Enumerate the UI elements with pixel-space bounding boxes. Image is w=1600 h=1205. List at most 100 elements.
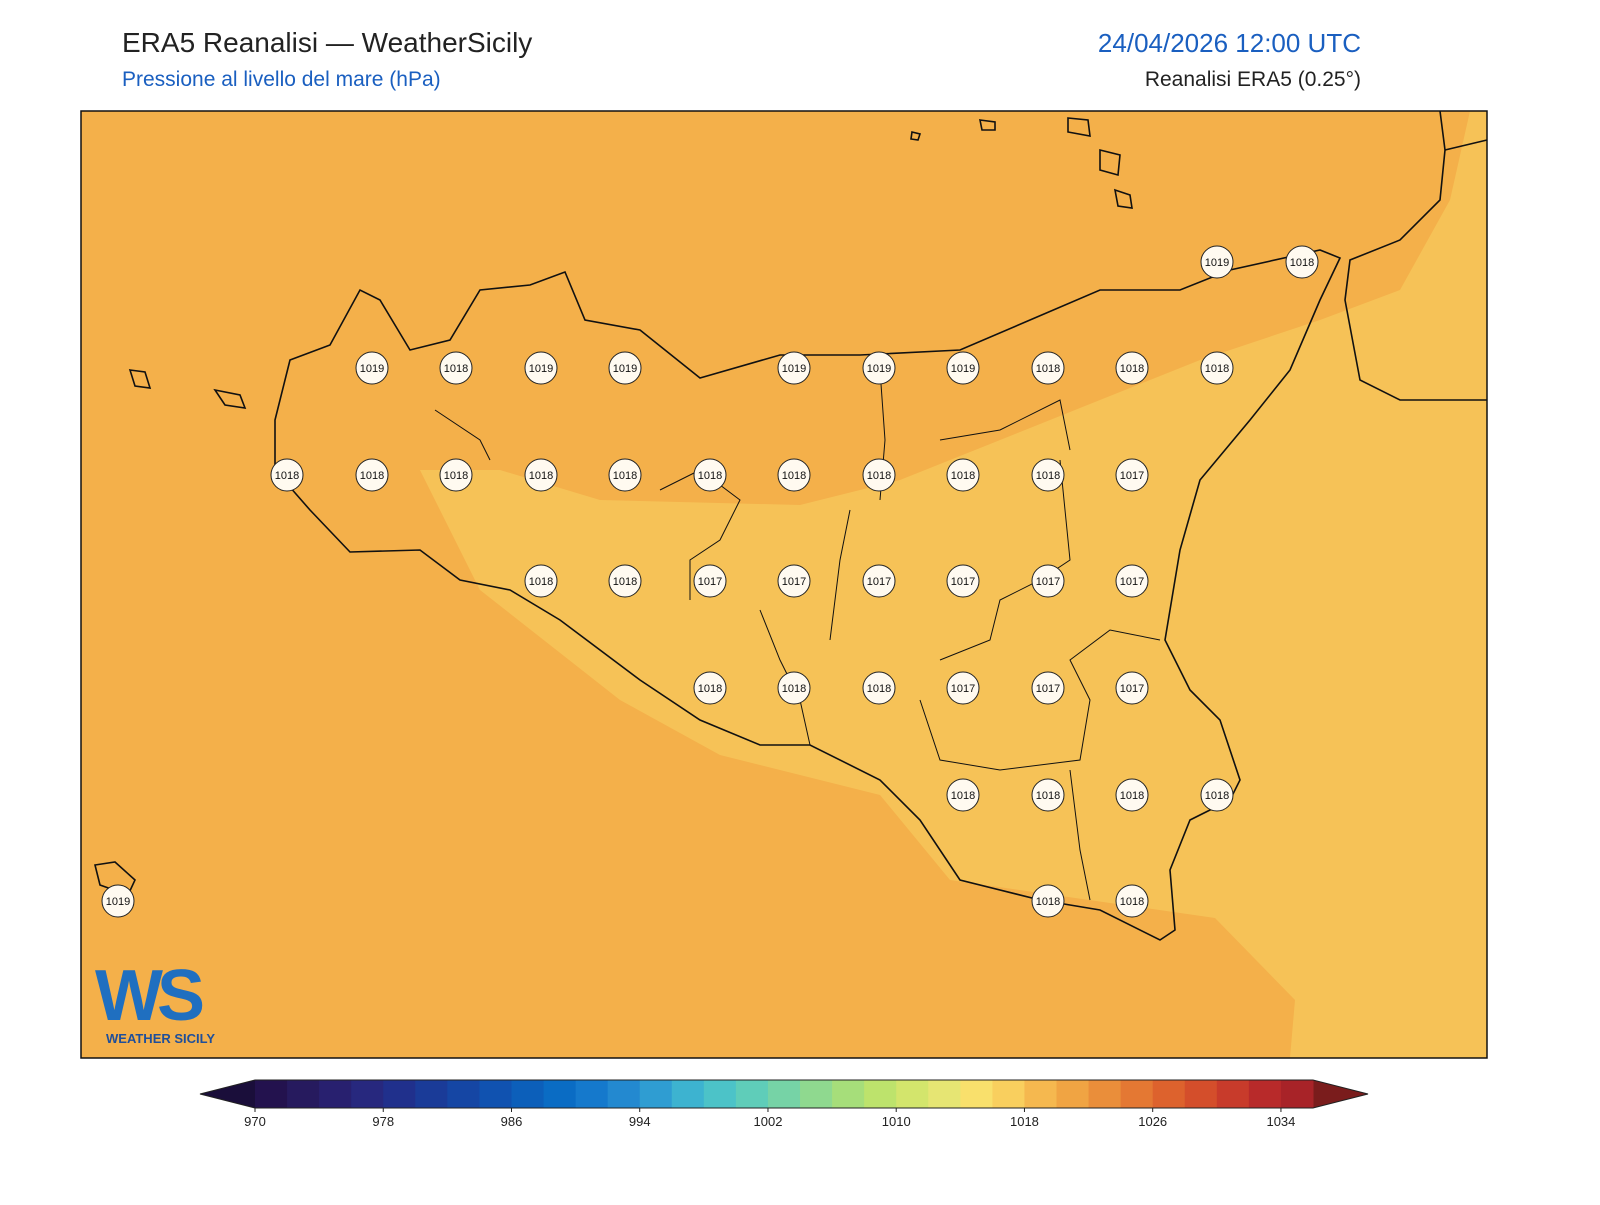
colorbar-bin	[607, 1080, 641, 1108]
station-marker	[355, 458, 389, 492]
colorbar-tick-label: 1018	[1010, 1114, 1039, 1129]
station-marker	[1031, 671, 1065, 705]
station-marker	[1031, 564, 1065, 598]
station-value: 1019	[106, 896, 130, 908]
station-value: 1018	[698, 470, 722, 482]
subtitle: Pressione al livello del mare (hPa)	[122, 68, 441, 91]
station-value: 1019	[529, 363, 553, 375]
station-value: 1017	[782, 576, 806, 588]
station-marker	[1115, 884, 1149, 918]
station-value: 1017	[698, 576, 722, 588]
station-marker	[608, 351, 642, 385]
colorbar-bin	[383, 1080, 416, 1108]
station-marker	[1031, 884, 1065, 918]
colorbar-bin	[864, 1080, 897, 1108]
colorbar-over	[1313, 1080, 1368, 1108]
colorbar-tick-label: 1034	[1266, 1114, 1295, 1129]
station-value: 1018	[1120, 896, 1144, 908]
station-marker	[1200, 245, 1234, 279]
stations: 1019 1018 1019 1018 1019 1019 1019 1019 1019 1018…	[101, 245, 1319, 918]
map-frame	[80, 110, 1488, 1059]
colorbar-tick-label: 1002	[754, 1114, 783, 1129]
station-marker	[693, 564, 727, 598]
station-value: 1018	[867, 683, 891, 695]
colorbar-bin	[1120, 1080, 1154, 1108]
station-value: 1018	[782, 683, 806, 695]
colorbar-tick-label: 986	[501, 1114, 523, 1129]
colorbar-bin	[832, 1080, 865, 1108]
station-value: 1017	[951, 576, 975, 588]
station-value: 1018	[275, 470, 299, 482]
station-value: 1018	[1036, 470, 1060, 482]
colorbar-bin	[928, 1080, 961, 1108]
station-value: 1018	[529, 470, 553, 482]
station-value: 1017	[951, 683, 975, 695]
station-marker	[693, 458, 727, 492]
title: ERA5 Reanalisi — WeatherSicily	[122, 27, 532, 58]
station-marker	[777, 671, 811, 705]
station-marker	[270, 458, 304, 492]
station-marker	[1115, 564, 1149, 598]
station-value: 1018	[444, 470, 468, 482]
colorbar-outline	[199, 1079, 1369, 1109]
station-marker	[1031, 778, 1065, 812]
station-value: 1018	[1036, 363, 1060, 375]
station-value: 1019	[782, 363, 806, 375]
colorbar-bin	[479, 1080, 512, 1108]
colorbar-bin	[511, 1080, 545, 1108]
colorbar-bin	[703, 1080, 737, 1108]
station-value: 1018	[1205, 790, 1229, 802]
colorbar-bin	[1216, 1080, 1250, 1108]
colorbar-bin	[575, 1080, 609, 1108]
station-value: 1019	[613, 363, 637, 375]
station-value: 1018	[613, 576, 637, 588]
station-marker	[862, 671, 896, 705]
station-value: 1018	[1120, 790, 1144, 802]
station-marker	[608, 458, 642, 492]
station-value: 1018	[951, 790, 975, 802]
colorbar-bin	[1280, 1080, 1314, 1108]
station-marker	[946, 351, 980, 385]
station-marker	[1031, 351, 1065, 385]
station-value: 1019	[951, 363, 975, 375]
station-marker	[862, 564, 896, 598]
station-value: 1018	[1120, 363, 1144, 375]
colorbar-bin	[735, 1080, 769, 1108]
station-marker	[946, 671, 980, 705]
station-marker	[946, 778, 980, 812]
station-value: 1017	[1120, 470, 1144, 482]
station-value: 1019	[1205, 257, 1229, 269]
colorbar-bin	[992, 1080, 1025, 1108]
station-value: 1018	[867, 470, 891, 482]
station-value: 1019	[867, 363, 891, 375]
station-value: 1017	[867, 576, 891, 588]
station-value: 1018	[698, 683, 722, 695]
colorbar-bin	[543, 1080, 577, 1108]
colorbar-bin	[287, 1080, 320, 1108]
colorbar-bin	[1184, 1080, 1218, 1108]
station-marker	[946, 564, 980, 598]
station-marker	[1200, 778, 1234, 812]
logo-text: WEATHER SICILY	[106, 1031, 215, 1046]
station-marker	[1031, 458, 1065, 492]
colorbar-bin	[896, 1080, 929, 1108]
station-marker	[101, 884, 135, 918]
station-marker	[1200, 351, 1234, 385]
colorbar-bin	[671, 1080, 705, 1108]
station-value: 1017	[1120, 576, 1144, 588]
logo: WS WEATHER SICILY	[95, 956, 215, 1046]
station-value: 1018	[1036, 896, 1060, 908]
colorbar-bin	[351, 1080, 384, 1108]
colorbar-tick-label: 1010	[882, 1114, 911, 1129]
station-marker	[608, 564, 642, 598]
station-marker	[946, 458, 980, 492]
logo-mark: WS	[95, 956, 203, 1036]
station-marker	[777, 351, 811, 385]
station-marker	[777, 564, 811, 598]
source: Reanalisi ERA5 (0.25°)	[1145, 68, 1361, 91]
colorbar-bin	[415, 1080, 448, 1108]
colorbar-bin	[1088, 1080, 1122, 1108]
colorbar-bin	[1056, 1080, 1090, 1108]
station-marker	[439, 351, 473, 385]
map: 1019 1018 1019 1018 1019 1019 1019 1019 1019 1018…	[80, 110, 1488, 1059]
